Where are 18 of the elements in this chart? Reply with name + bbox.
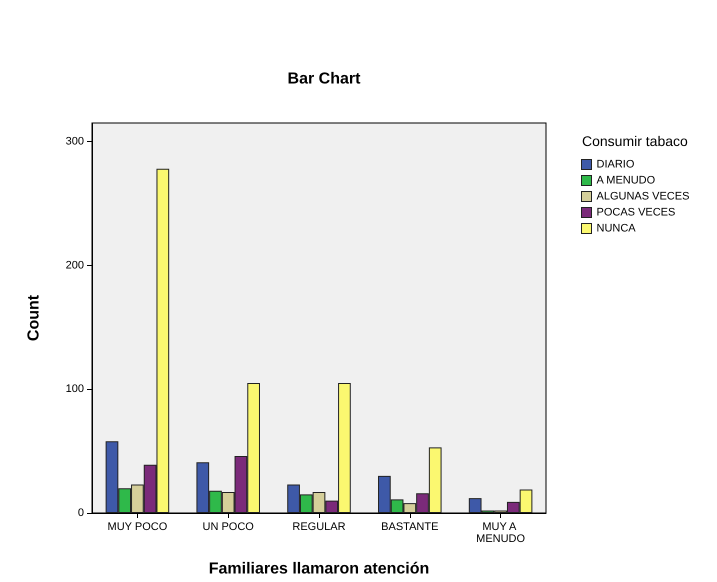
legend-label: ALGUNAS VECES	[596, 190, 690, 202]
y-axis-title: Count	[26, 294, 42, 342]
y-tick-label: 300	[66, 136, 84, 148]
legend-title: Consumir tabaco	[582, 133, 688, 149]
y-tick-label: 200	[66, 259, 84, 272]
legend-label: POCAS VECES	[596, 206, 676, 218]
x-tick-label: MUY POCO	[108, 521, 168, 533]
x-tick-label: REGULAR	[292, 521, 346, 533]
x-tick-label: BASTANTE	[381, 521, 438, 533]
legend-label: NUNCA	[596, 222, 636, 234]
legend-label: DIARIO	[596, 158, 635, 170]
x-axis-title: Familiares llamaron atención	[208, 560, 430, 578]
chart-title: Bar Chart	[288, 70, 362, 88]
y-tick-label: 0	[78, 507, 84, 519]
legend-label: A MENUDO	[596, 174, 656, 186]
y-tick-label: 100	[66, 383, 84, 396]
x-tick-label: MUY A MENUDO	[476, 521, 526, 545]
x-tick-label: UN POCO	[202, 521, 254, 533]
